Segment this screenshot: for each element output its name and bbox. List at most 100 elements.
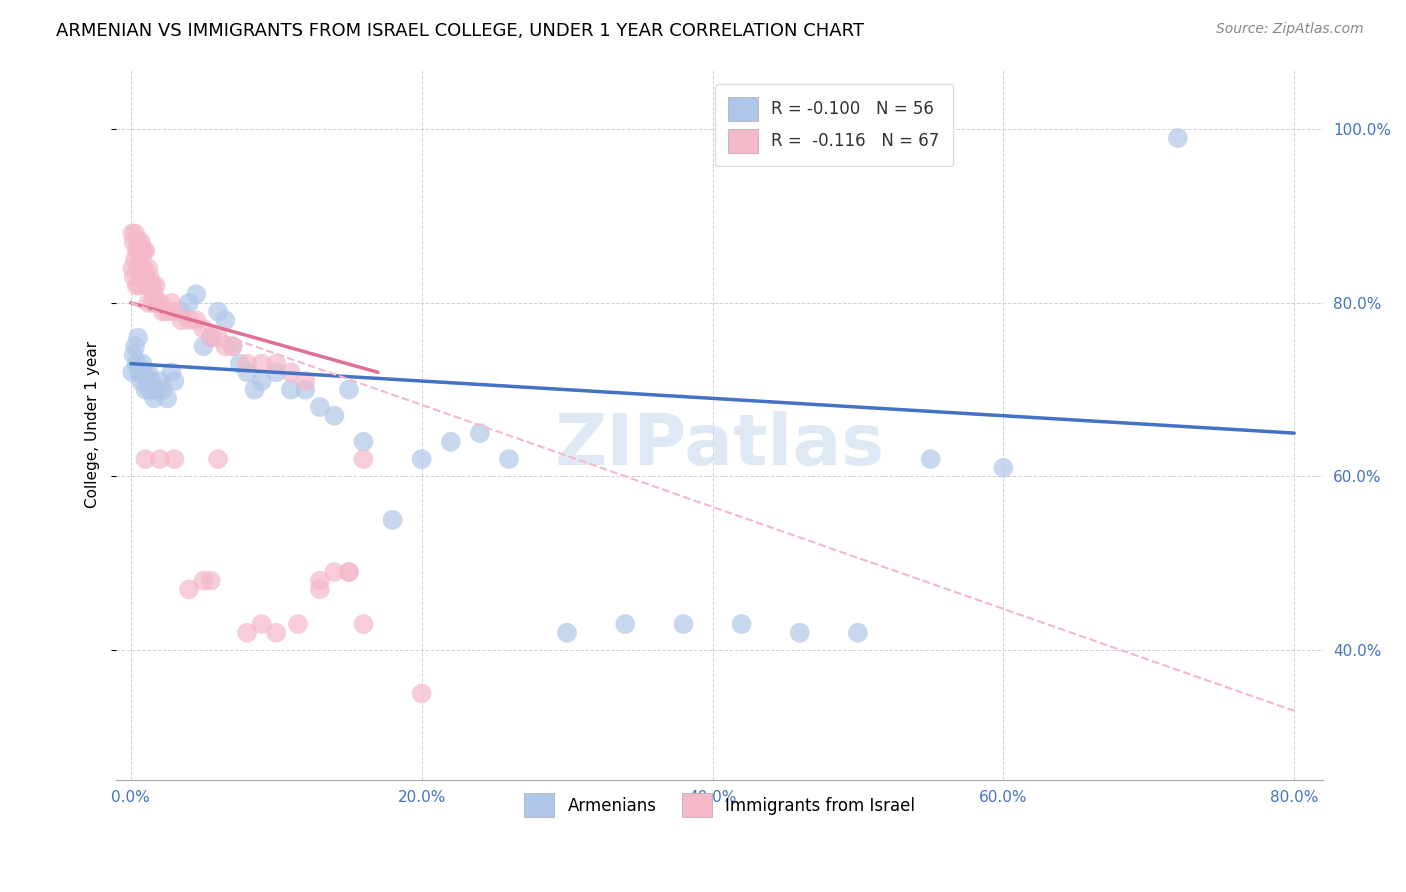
Y-axis label: College, Under 1 year: College, Under 1 year [86,341,100,508]
Point [143,287,166,301]
Point [138,269,160,284]
Point [440,434,463,449]
Point [143,392,166,406]
Point [160,365,183,379]
Point [134,383,156,397]
Point [135,278,157,293]
Point [136,261,159,276]
Point [131,357,153,371]
Point [323,565,346,579]
Point [287,617,309,632]
Point [308,400,330,414]
Point [132,244,155,258]
Point [121,365,143,379]
Point [193,574,215,588]
Point [1108,808,1130,822]
Point [614,617,637,632]
Point [146,296,169,310]
Point [149,296,172,310]
Point [411,452,433,467]
Point [122,235,145,249]
Point [146,383,169,397]
Point [214,339,236,353]
Point [141,374,163,388]
Point [186,313,208,327]
Point [337,565,360,579]
Point [323,409,346,423]
Point [236,365,259,379]
Point [132,365,155,379]
Point [125,244,148,258]
Point [131,244,153,258]
Point [353,434,375,449]
Point [163,304,186,318]
Point [135,374,157,388]
Point [337,383,360,397]
Point [207,330,229,344]
Point [129,374,152,388]
Point [142,296,165,310]
Point [353,617,375,632]
Point [177,582,200,597]
Point [294,374,316,388]
Point [337,565,360,579]
Point [134,452,156,467]
Point [122,269,145,284]
Point [163,452,186,467]
Point [128,365,150,379]
Point [156,392,179,406]
Point [280,383,302,397]
Point [250,374,273,388]
Point [236,357,259,371]
Point [381,513,404,527]
Point [1167,131,1189,145]
Point [138,383,160,397]
Point [353,452,375,467]
Point [294,383,316,397]
Point [264,357,287,371]
Text: Source: ZipAtlas.com: Source: ZipAtlas.com [1216,22,1364,37]
Point [134,244,156,258]
Point [221,339,243,353]
Point [128,278,150,293]
Point [127,235,149,249]
Text: ARMENIAN VS IMMIGRANTS FROM ISRAEL COLLEGE, UNDER 1 YEAR CORRELATION CHART: ARMENIAN VS IMMIGRANTS FROM ISRAEL COLLE… [56,22,865,40]
Point [125,357,148,371]
Point [555,625,578,640]
Point [243,383,266,397]
Point [170,304,193,318]
Point [128,244,150,258]
Point [141,278,163,293]
Point [846,625,869,640]
Point [236,625,259,640]
Point [134,269,156,284]
Point [129,235,152,249]
Point [730,617,752,632]
Point [308,582,330,597]
Point [193,339,215,353]
Point [163,374,186,388]
Point [229,357,252,371]
Point [149,374,172,388]
Point [124,252,146,267]
Point [207,452,229,467]
Point [127,330,149,344]
Point [789,625,811,640]
Point [177,296,200,310]
Point [131,269,153,284]
Legend: Armenians, Immigrants from Israel: Armenians, Immigrants from Israel [516,785,924,825]
Point [145,278,167,293]
Point [207,304,229,318]
Point [156,304,179,318]
Point [124,227,146,241]
Point [308,574,330,588]
Point [125,278,148,293]
Point [498,452,520,467]
Point [177,313,200,327]
Point [200,574,222,588]
Point [250,357,273,371]
Point [160,296,183,310]
Point [264,365,287,379]
Point [264,625,287,640]
Point [214,313,236,327]
